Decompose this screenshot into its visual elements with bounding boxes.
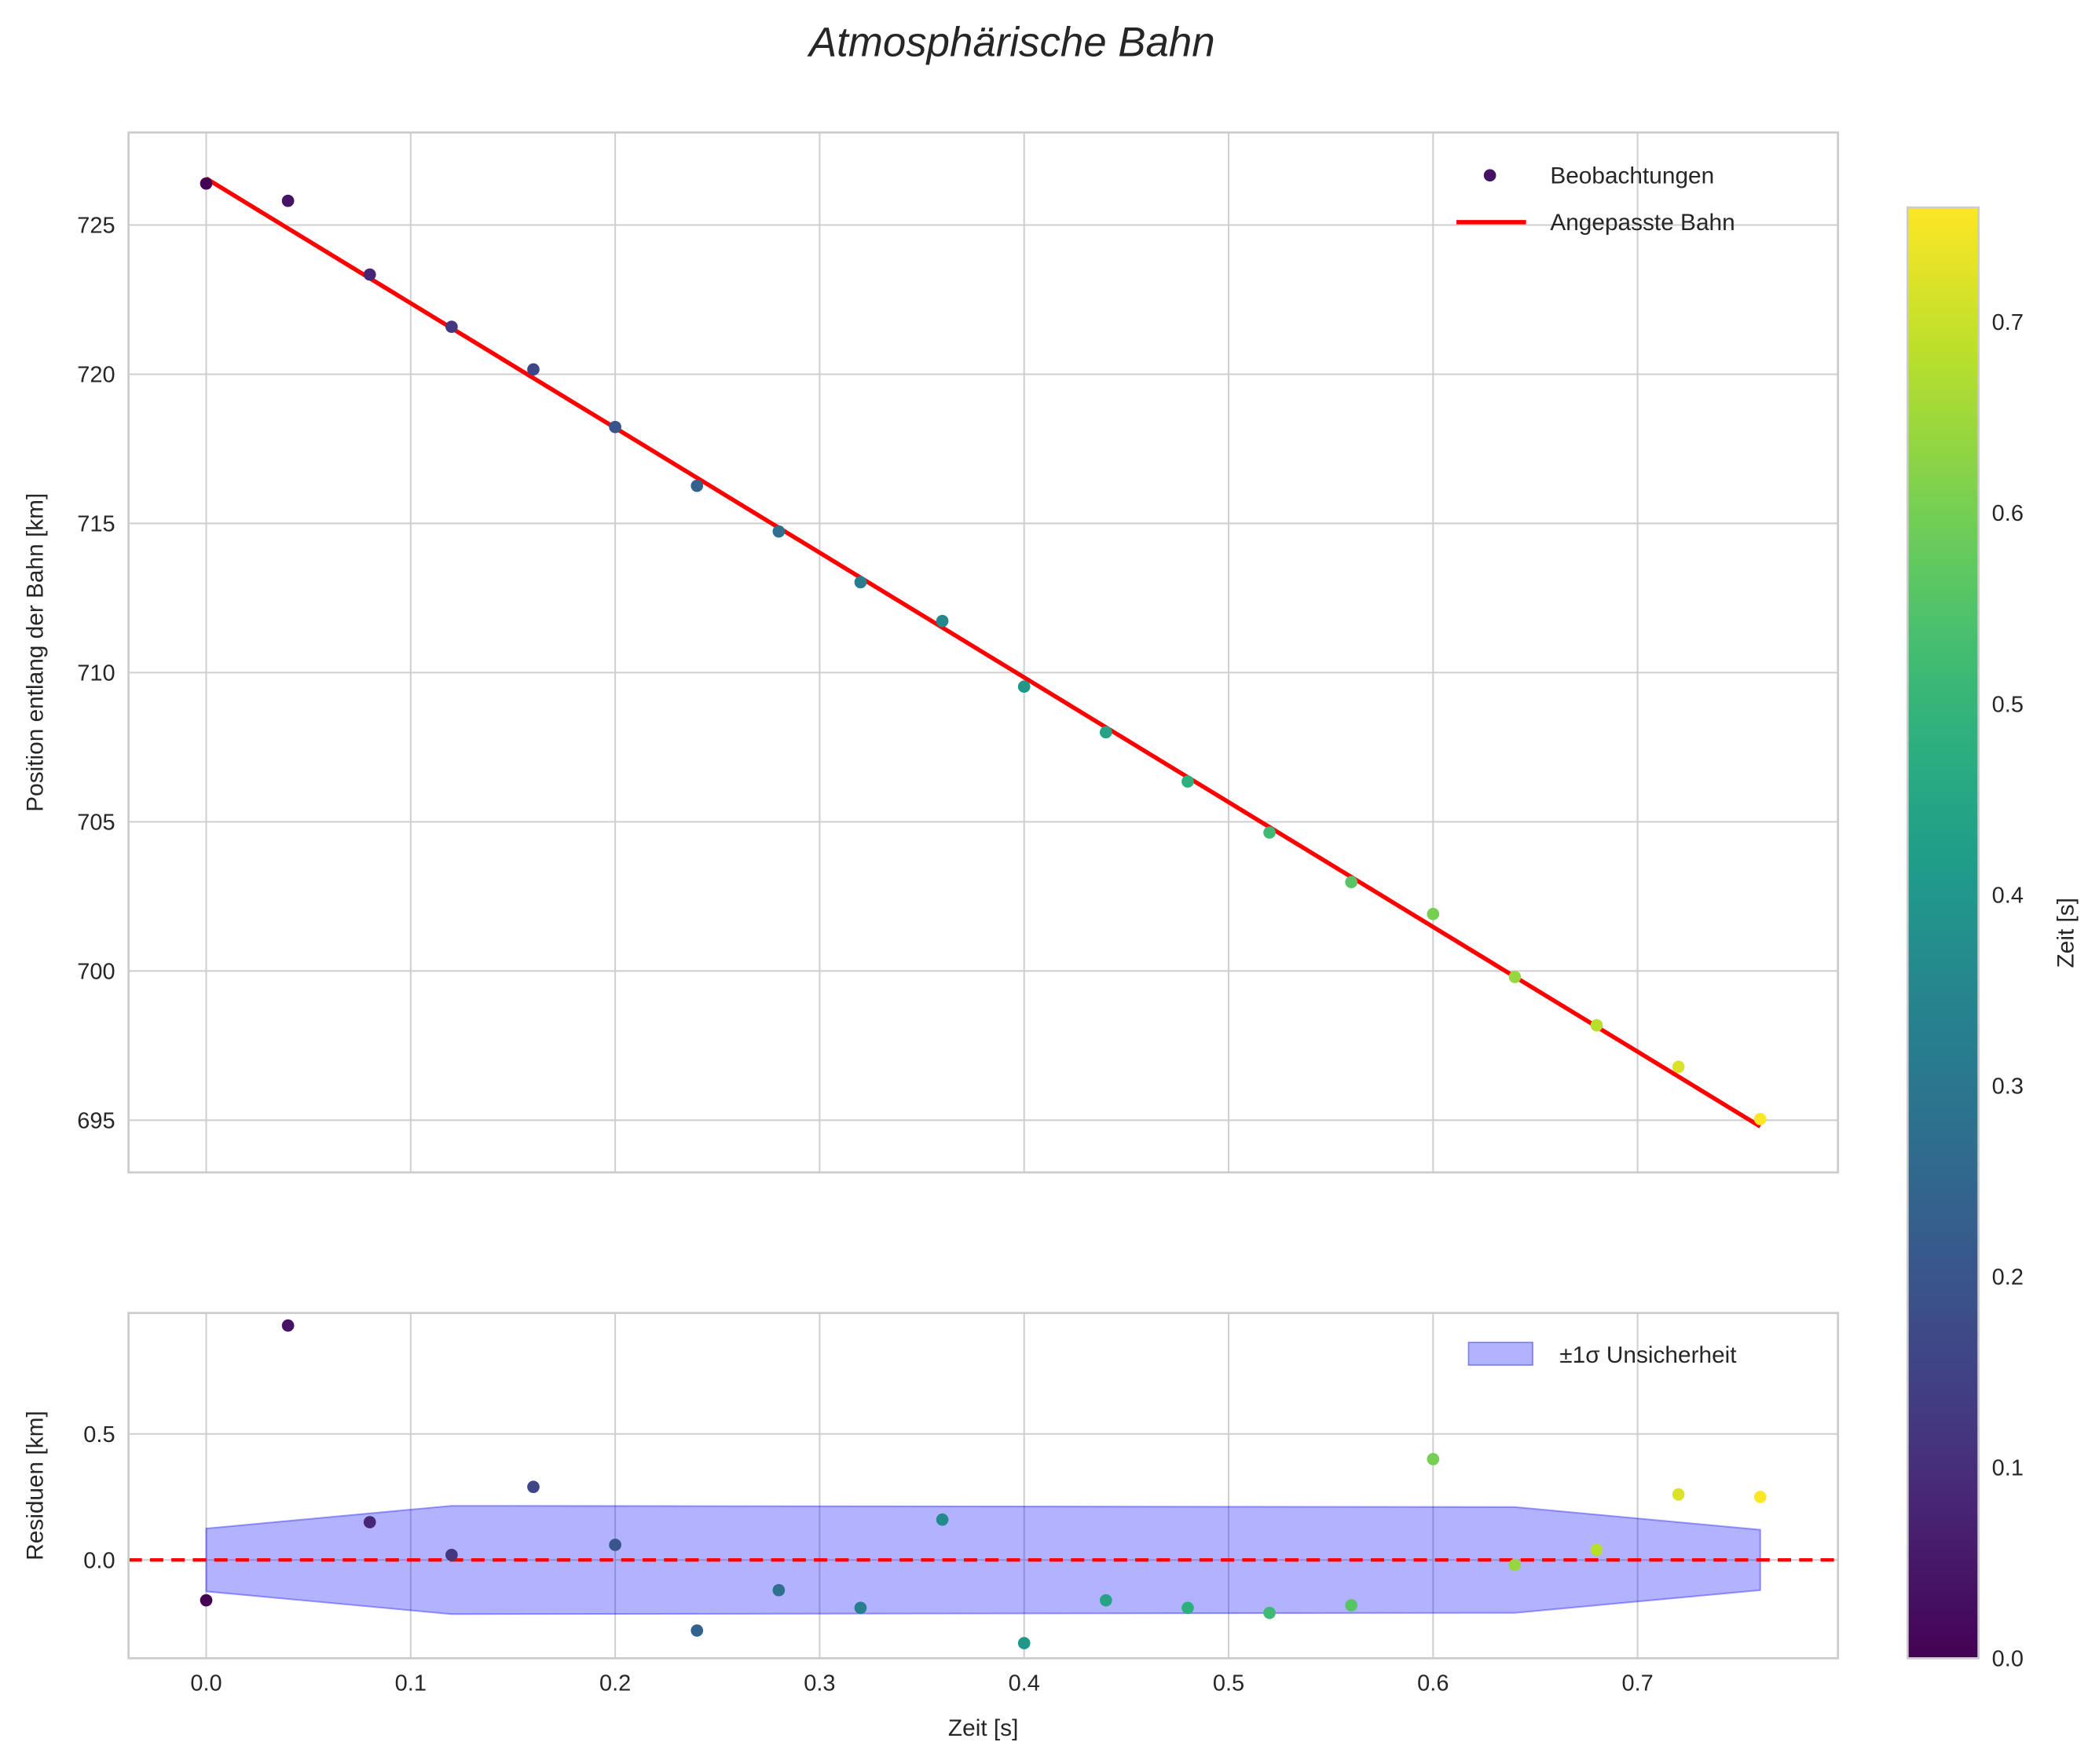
x-tick-label: 0.5: [1213, 1671, 1244, 1696]
observation-point: [1263, 826, 1276, 839]
observation-point: [445, 320, 458, 333]
residual-point: [691, 1624, 704, 1637]
legend-marker-observations: [1483, 169, 1496, 182]
y-axis-label: Position entlang der Bahn [km]: [23, 493, 49, 812]
residual-point: [1263, 1606, 1276, 1619]
uncertainty-band: [205, 1505, 1761, 1616]
legend-marker-uncertainty: [1467, 1341, 1534, 1367]
x-tick-label: 0.1: [395, 1671, 427, 1696]
residual-point: [1099, 1594, 1112, 1607]
y-tick-label: 725: [77, 214, 115, 239]
x-tick-label: 0.3: [804, 1671, 835, 1696]
colorbar-tick-label: 0.4: [1992, 883, 2024, 908]
residual-point: [527, 1480, 540, 1493]
residual-point: [609, 1539, 621, 1551]
trajectory-axes: 695 700 705 710 715 720 725 Position entlang de…: [23, 131, 1840, 1174]
fit-line: [205, 176, 1762, 1129]
axes-frame: [127, 131, 1840, 1174]
residual-point: [1753, 1491, 1767, 1503]
x-axis-label: Zeit [s]: [948, 1715, 1018, 1741]
y-tick-label: 705: [77, 811, 115, 836]
observation-point: [609, 420, 621, 434]
x-tick-label: 0.4: [1009, 1671, 1040, 1696]
y-axis-label: Residuen [km]: [23, 1411, 49, 1561]
colorbar-tick-label: 0.1: [1992, 1456, 2024, 1481]
residual-point: [1672, 1488, 1685, 1501]
colorbar-tick-label: 0.5: [1992, 692, 2024, 717]
observation-point: [1672, 1060, 1685, 1074]
residual-point: [445, 1548, 458, 1561]
observation-point: [1181, 775, 1194, 788]
legend: ±1σ Unsicherheit: [1467, 1341, 1737, 1368]
colorbar-label: Zeit [s]: [2053, 898, 2079, 968]
residual-point: [200, 1594, 213, 1607]
y-tick-label: 715: [77, 512, 115, 537]
observation-point: [854, 576, 867, 589]
residual-point: [1017, 1637, 1031, 1649]
residual-point: [772, 1583, 786, 1597]
observation-point: [1099, 726, 1112, 739]
residual-point: [363, 1516, 376, 1528]
observation-point: [527, 363, 540, 376]
x-tick-label: 0.2: [599, 1671, 631, 1696]
observation-point: [1590, 1019, 1603, 1032]
residual-point: [281, 1319, 295, 1332]
colorbar-tick-label: 0.0: [1992, 1647, 2024, 1672]
residual-point: [1590, 1543, 1603, 1557]
observation-point: [772, 525, 786, 538]
y-tick-label: 0.5: [83, 1422, 115, 1447]
legend: Beobachtungen Angepasste Bahn: [1456, 163, 1735, 236]
observation-point: [281, 194, 295, 207]
axes-frame: [127, 1312, 1840, 1660]
chart-title: Atmosphärische Bahn: [807, 20, 1215, 66]
residuals-axes: 0.0 0.1 0.2 0.3 0.4 0.5 0.6 0.7 0.0 0.5 Residuen […: [23, 1312, 1840, 1741]
legend-label-observations: Beobachtungen: [1550, 163, 1714, 188]
residual-point: [1508, 1558, 1522, 1572]
residual-point: [1345, 1599, 1358, 1612]
observation-point: [363, 268, 376, 281]
residual-point: [1181, 1601, 1194, 1615]
observation-point: [1508, 971, 1522, 983]
y-tick-label: 695: [77, 1109, 115, 1134]
colorbar: 0.0 0.1 0.2 0.3 0.4 0.5 0.6 0.7 Zeit [s]: [1906, 206, 2079, 1672]
residual-point: [1427, 1453, 1440, 1466]
colorbar-gradient: [1906, 206, 1980, 1660]
observation-point: [1017, 680, 1031, 694]
legend-label-fit: Angepasste Bahn: [1550, 210, 1735, 236]
residual-point: [936, 1513, 949, 1526]
y-tick-label: 0.0: [83, 1548, 115, 1573]
colorbar-tick-label: 0.3: [1992, 1074, 2024, 1099]
observation-point: [200, 177, 213, 190]
colorbar-tick-label: 0.6: [1992, 501, 2024, 526]
y-tick-label: 720: [77, 363, 115, 388]
y-tick-label: 710: [77, 661, 115, 686]
observation-point: [1753, 1112, 1767, 1125]
colorbar-tick-label: 0.7: [1992, 310, 2024, 335]
legend-label-uncertainty: ±1σ Unsicherheit: [1559, 1342, 1737, 1368]
x-tick-label: 0.7: [1621, 1671, 1653, 1696]
observation-point: [936, 614, 949, 628]
observation-point: [691, 479, 704, 492]
y-tick-label: 700: [77, 960, 115, 985]
x-tick-label: 0.6: [1417, 1671, 1449, 1696]
x-tick-label: 0.0: [190, 1671, 222, 1696]
colorbar-tick-label: 0.2: [1992, 1264, 2024, 1290]
residual-point: [854, 1601, 867, 1615]
observation-point: [1427, 907, 1440, 920]
observation-point: [1345, 876, 1358, 888]
